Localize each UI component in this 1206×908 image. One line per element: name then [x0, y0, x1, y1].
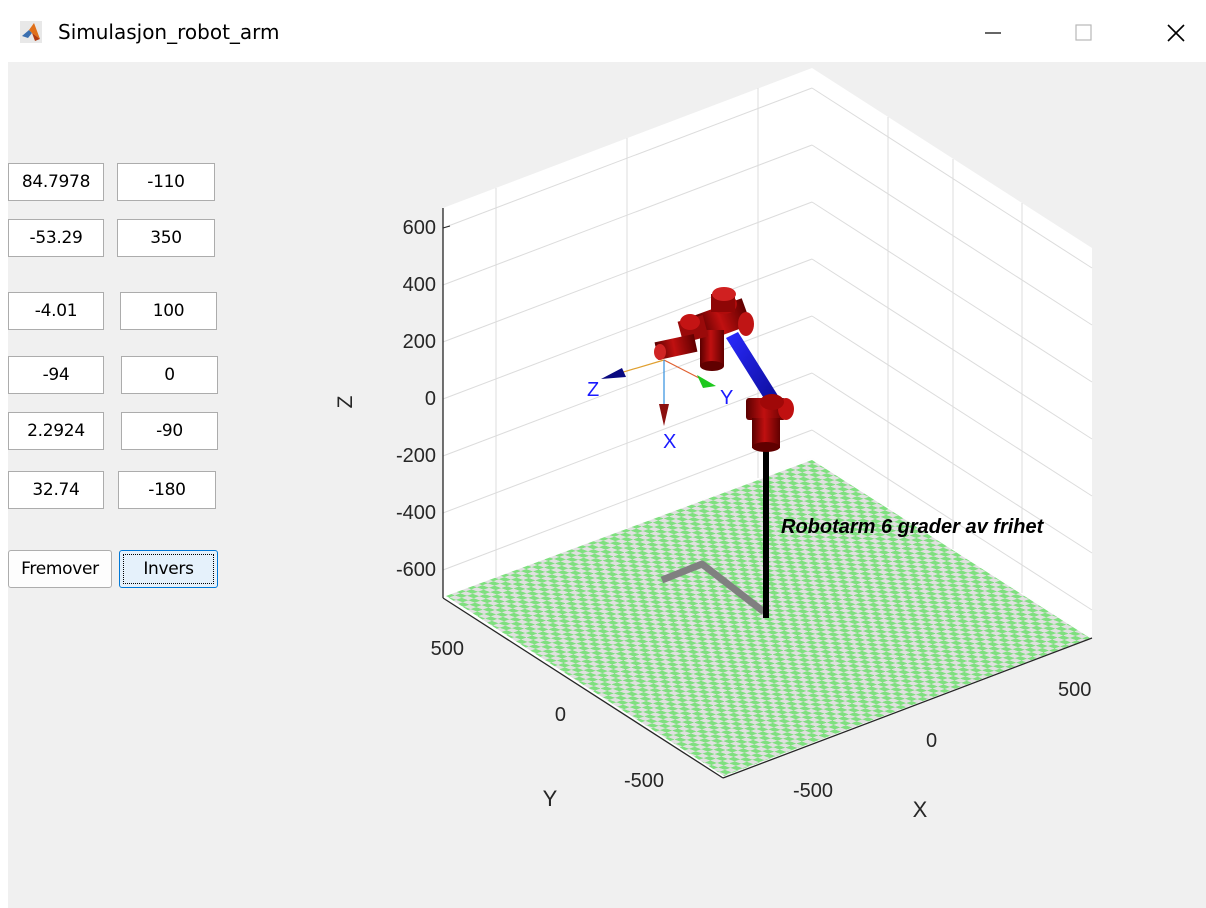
y-axis-ticks: 500 0 -500 — [431, 638, 664, 792]
minimize-button[interactable] — [970, 12, 1016, 52]
x-tick-label: -500 — [793, 780, 833, 802]
inverse-button-label: Invers — [143, 559, 194, 579]
y-axis-label: Y — [543, 786, 558, 811]
robot-shoulder-joint — [746, 394, 794, 452]
z-tick-label: 0 — [425, 388, 436, 410]
z-axis-ticks: 600 400 200 0 -200 -400 -600 — [396, 217, 451, 581]
axis-lines — [442, 208, 1093, 779]
joint-5-value-field[interactable]: 2.2924 — [8, 412, 104, 450]
joint-3-value-field[interactable]: -4.01 — [8, 292, 104, 330]
y-tick-label: -500 — [624, 770, 664, 792]
x-tick-label: 0 — [926, 730, 937, 752]
robot-wrist-cluster — [654, 287, 754, 371]
joint-4-value-field[interactable]: -94 — [8, 356, 104, 394]
close-icon — [1167, 24, 1185, 42]
maximize-button[interactable] — [1060, 12, 1106, 52]
z-tick-label: 600 — [403, 217, 436, 239]
robot-shadow — [660, 560, 767, 615]
y-tick-label: 500 — [431, 638, 464, 660]
minimize-icon — [985, 32, 1001, 34]
x-axis-label: X — [913, 797, 928, 822]
target-3-value-field[interactable]: 100 — [120, 292, 217, 330]
frame-z-label: Z — [587, 379, 599, 401]
frame-x-label: X — [663, 431, 676, 453]
focus-ring — [123, 554, 214, 584]
joint-6-value-field[interactable]: 32.74 — [8, 471, 104, 509]
maximize-icon — [1075, 24, 1092, 41]
z-tick-label: 400 — [403, 274, 436, 296]
x-axis-ticks: 500 0 -500 — [793, 679, 1091, 802]
robot-blue-link — [726, 332, 782, 408]
z-tick-label: 200 — [403, 331, 436, 353]
inverse-kinematics-button[interactable]: Invers — [119, 550, 218, 588]
title-bar: Simulasjon_robot_arm — [0, 0, 1206, 62]
target-6-value-field[interactable]: -180 — [118, 471, 216, 509]
end-effector-frame: Z Y X — [587, 359, 733, 453]
forward-kinematics-button[interactable]: Fremover — [8, 550, 112, 588]
joint-2-value-field[interactable]: -53.29 — [8, 219, 104, 257]
x-tick-label: 500 — [1058, 679, 1091, 701]
z-axis-label: Z — [334, 395, 357, 408]
close-button[interactable] — [1152, 12, 1198, 52]
target-2-value-field[interactable]: 350 — [117, 219, 215, 257]
target-1-value-field[interactable]: -110 — [117, 163, 215, 201]
target-5-value-field[interactable]: -90 — [121, 412, 218, 450]
robot-annotation: Robotarm 6 grader av frihet — [781, 516, 1045, 538]
z-tick-label: -200 — [396, 445, 436, 467]
window-title: Simulasjon_robot_arm — [58, 20, 280, 44]
frame-y-label: Y — [720, 387, 733, 409]
z-tick-label: -400 — [396, 502, 436, 524]
target-4-value-field[interactable]: 0 — [121, 356, 218, 394]
matlab-icon — [20, 21, 42, 43]
z-tick-label: -600 — [396, 559, 436, 581]
grid-lines — [442, 87, 1093, 611]
joint-1-value-field[interactable]: 84.7978 — [8, 163, 104, 201]
y-tick-label: 0 — [555, 704, 566, 726]
